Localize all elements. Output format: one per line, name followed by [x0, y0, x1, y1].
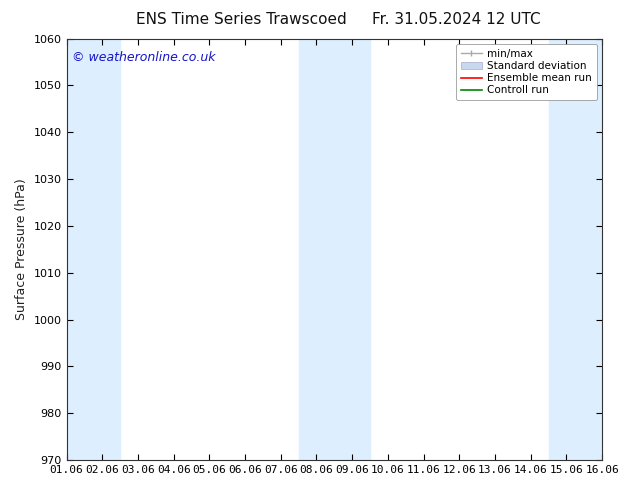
Bar [548, 39, 585, 460]
Bar [334, 39, 370, 460]
Bar [585, 39, 620, 460]
Y-axis label: Surface Pressure (hPa): Surface Pressure (hPa) [15, 178, 28, 320]
Bar [84, 39, 120, 460]
Legend: min/max, Standard deviation, Ensemble mean run, Controll run: min/max, Standard deviation, Ensemble me… [456, 44, 597, 100]
Text: © weatheronline.co.uk: © weatheronline.co.uk [72, 51, 216, 64]
Text: Fr. 31.05.2024 12 UTC: Fr. 31.05.2024 12 UTC [372, 12, 541, 27]
Text: ENS Time Series Trawscoed: ENS Time Series Trawscoed [136, 12, 346, 27]
Bar [299, 39, 334, 460]
Bar [49, 39, 84, 460]
